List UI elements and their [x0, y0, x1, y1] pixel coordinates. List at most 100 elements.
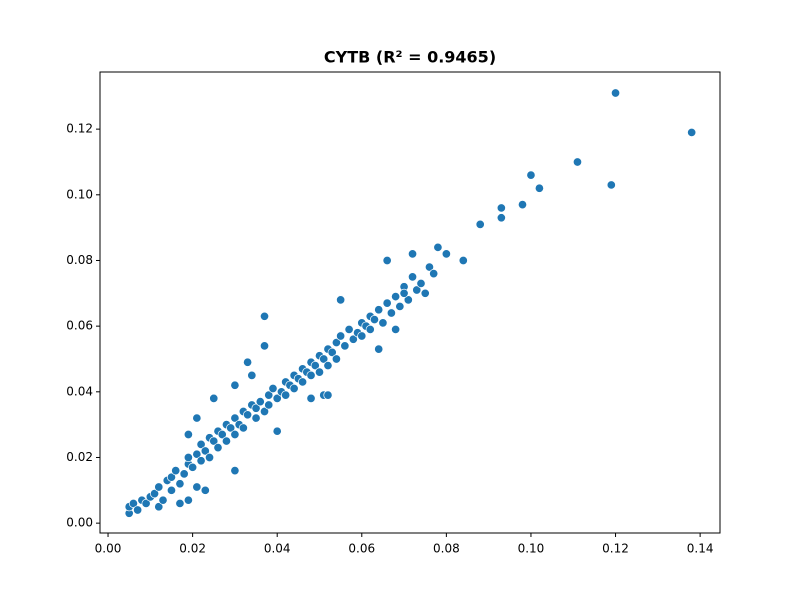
chart-title: CYTB (R² = 0.9465)	[324, 48, 496, 67]
point	[496, 213, 506, 223]
point	[166, 472, 177, 482]
point	[188, 462, 198, 472]
point	[264, 400, 274, 410]
point	[217, 429, 227, 440]
x-tick-label: 0.08	[433, 542, 460, 556]
point	[230, 380, 240, 390]
point	[175, 479, 185, 489]
x-tick-label: 0.06	[348, 542, 375, 556]
point	[336, 295, 346, 305]
point	[268, 383, 278, 394]
point	[458, 255, 468, 266]
point	[331, 338, 341, 348]
point	[158, 495, 168, 505]
x-tick-label: 0.00	[95, 542, 122, 556]
point	[154, 502, 164, 512]
point	[196, 456, 206, 466]
point	[420, 288, 430, 298]
point	[192, 449, 202, 459]
point	[534, 183, 544, 193]
point	[247, 370, 257, 380]
point	[200, 485, 210, 495]
point	[407, 272, 418, 282]
point	[687, 127, 697, 137]
point	[154, 482, 164, 492]
point	[171, 466, 181, 476]
point	[259, 341, 270, 351]
y-tick-label: 0.00	[66, 516, 93, 530]
point	[382, 255, 392, 266]
point	[331, 354, 341, 364]
point	[133, 505, 143, 515]
point	[382, 298, 392, 308]
point	[517, 200, 528, 210]
point	[407, 249, 418, 259]
point	[327, 347, 337, 357]
point	[319, 354, 329, 364]
point	[272, 393, 282, 403]
point	[183, 495, 193, 505]
point	[243, 357, 253, 367]
y-tick-label: 0.02	[66, 450, 93, 464]
point	[403, 295, 413, 305]
point	[344, 324, 354, 334]
point	[374, 344, 384, 354]
point	[323, 360, 333, 371]
point	[433, 242, 443, 252]
point	[365, 324, 375, 334]
x-tick-label: 0.14	[687, 542, 714, 556]
point	[424, 262, 435, 272]
point	[128, 498, 138, 508]
y-tick-label: 0.08	[66, 253, 93, 267]
point	[192, 413, 202, 423]
point	[179, 469, 189, 479]
point	[281, 390, 291, 400]
point	[255, 397, 265, 407]
point	[183, 452, 193, 463]
point	[238, 423, 248, 433]
point	[369, 315, 380, 325]
y-tick-label: 0.04	[66, 384, 93, 398]
point	[416, 278, 426, 289]
point	[175, 498, 185, 508]
point	[204, 452, 215, 463]
point	[251, 413, 261, 423]
point	[221, 436, 232, 446]
point	[264, 390, 274, 400]
point	[323, 390, 333, 400]
plot-frame	[99, 71, 721, 534]
point	[496, 203, 506, 213]
point	[348, 334, 358, 344]
point	[141, 498, 151, 508]
point	[391, 292, 401, 302]
y-tick-label: 0.10	[66, 187, 93, 201]
point	[391, 324, 401, 334]
point	[572, 157, 583, 167]
point	[306, 370, 316, 380]
point	[526, 170, 536, 180]
point	[441, 249, 451, 259]
point	[272, 426, 282, 436]
point	[357, 331, 367, 341]
point	[183, 429, 193, 440]
point	[374, 305, 384, 315]
point	[251, 403, 261, 413]
point	[475, 219, 485, 229]
point	[200, 446, 210, 456]
x-tick-label: 0.10	[518, 542, 545, 556]
point	[192, 482, 202, 492]
x-tick-label: 0.12	[602, 542, 629, 556]
point	[209, 436, 219, 446]
point	[340, 341, 350, 351]
point	[166, 485, 177, 495]
point	[399, 288, 409, 298]
point	[386, 308, 396, 318]
point	[259, 406, 270, 417]
x-tick-label: 0.04	[264, 542, 291, 556]
point	[306, 393, 316, 403]
point	[213, 443, 223, 453]
point	[196, 439, 206, 449]
point	[209, 393, 219, 403]
point	[314, 367, 325, 377]
